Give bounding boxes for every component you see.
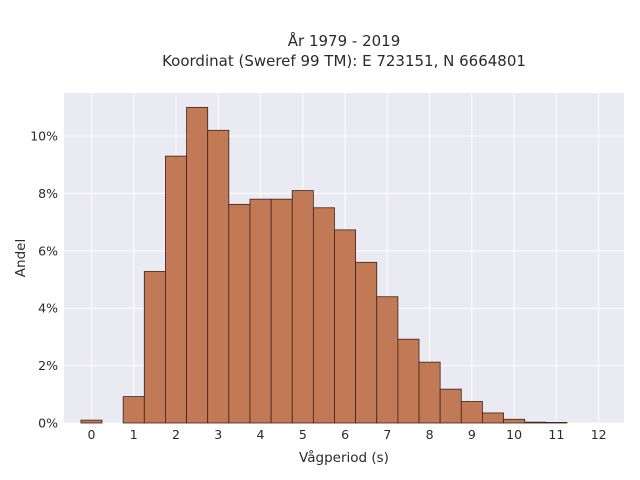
y-tick-label: 8% (38, 186, 58, 201)
histogram-bar (249, 198, 272, 424)
x-tick-label: 0 (87, 427, 95, 442)
x-tick-label: 2 (172, 427, 180, 442)
bars-layer (80, 106, 568, 424)
x-tick-label: 9 (468, 427, 476, 442)
y-tick-label: 2% (38, 358, 58, 373)
x-tick-label: 7 (383, 427, 391, 442)
histogram-bar (460, 401, 483, 424)
histogram-bar (482, 412, 504, 424)
histogram-bar (143, 271, 166, 424)
histogram-bar (207, 129, 230, 424)
x-tick-label: 12 (591, 427, 607, 442)
x-tick-label: 6 (341, 427, 349, 442)
histogram-bar (228, 203, 251, 424)
histogram-bar (312, 207, 335, 424)
histogram-bar (334, 229, 357, 424)
histogram-bar (397, 338, 420, 424)
y-tick-label: 10% (30, 129, 58, 144)
histogram-bar (524, 421, 547, 424)
chart-title-line1: År 1979 - 2019 (288, 31, 401, 50)
histogram-bar (122, 396, 145, 424)
y-ticks: 0% 2% 4% 6% 8% 10% (30, 129, 58, 431)
y-tick-label: 4% (38, 301, 58, 316)
y-tick-label: 6% (38, 243, 58, 258)
x-tick-label: 11 (548, 427, 564, 442)
x-tick-label: 10 (506, 427, 522, 442)
x-axis-label: Vågperiod (s) (299, 449, 389, 466)
y-tick-label: 0% (38, 416, 58, 431)
x-tick-label: 4 (257, 427, 265, 442)
y-axis-label: Andel (13, 239, 29, 277)
histogram-bar (439, 388, 462, 424)
x-ticks: 0 1 2 3 4 5 6 7 8 9 10 11 12 (87, 427, 606, 442)
histogram-bar (165, 155, 187, 424)
x-tick-label: 1 (130, 427, 138, 442)
histogram-bar (291, 190, 314, 424)
histogram-bar (545, 422, 568, 424)
chart-title-line2: Koordinat (Sweref 99 TM): E 723151, N 66… (162, 52, 526, 70)
histogram-bar (503, 418, 526, 424)
histogram-bar (186, 106, 209, 424)
histogram-bar (418, 361, 441, 424)
histogram-bar (80, 419, 103, 424)
x-tick-label: 3 (214, 427, 222, 442)
histogram-bar (376, 296, 399, 424)
x-tick-label: 8 (426, 427, 434, 442)
x-tick-label: 5 (299, 427, 307, 442)
histogram-bar (355, 261, 378, 424)
histogram-bar (270, 198, 293, 424)
